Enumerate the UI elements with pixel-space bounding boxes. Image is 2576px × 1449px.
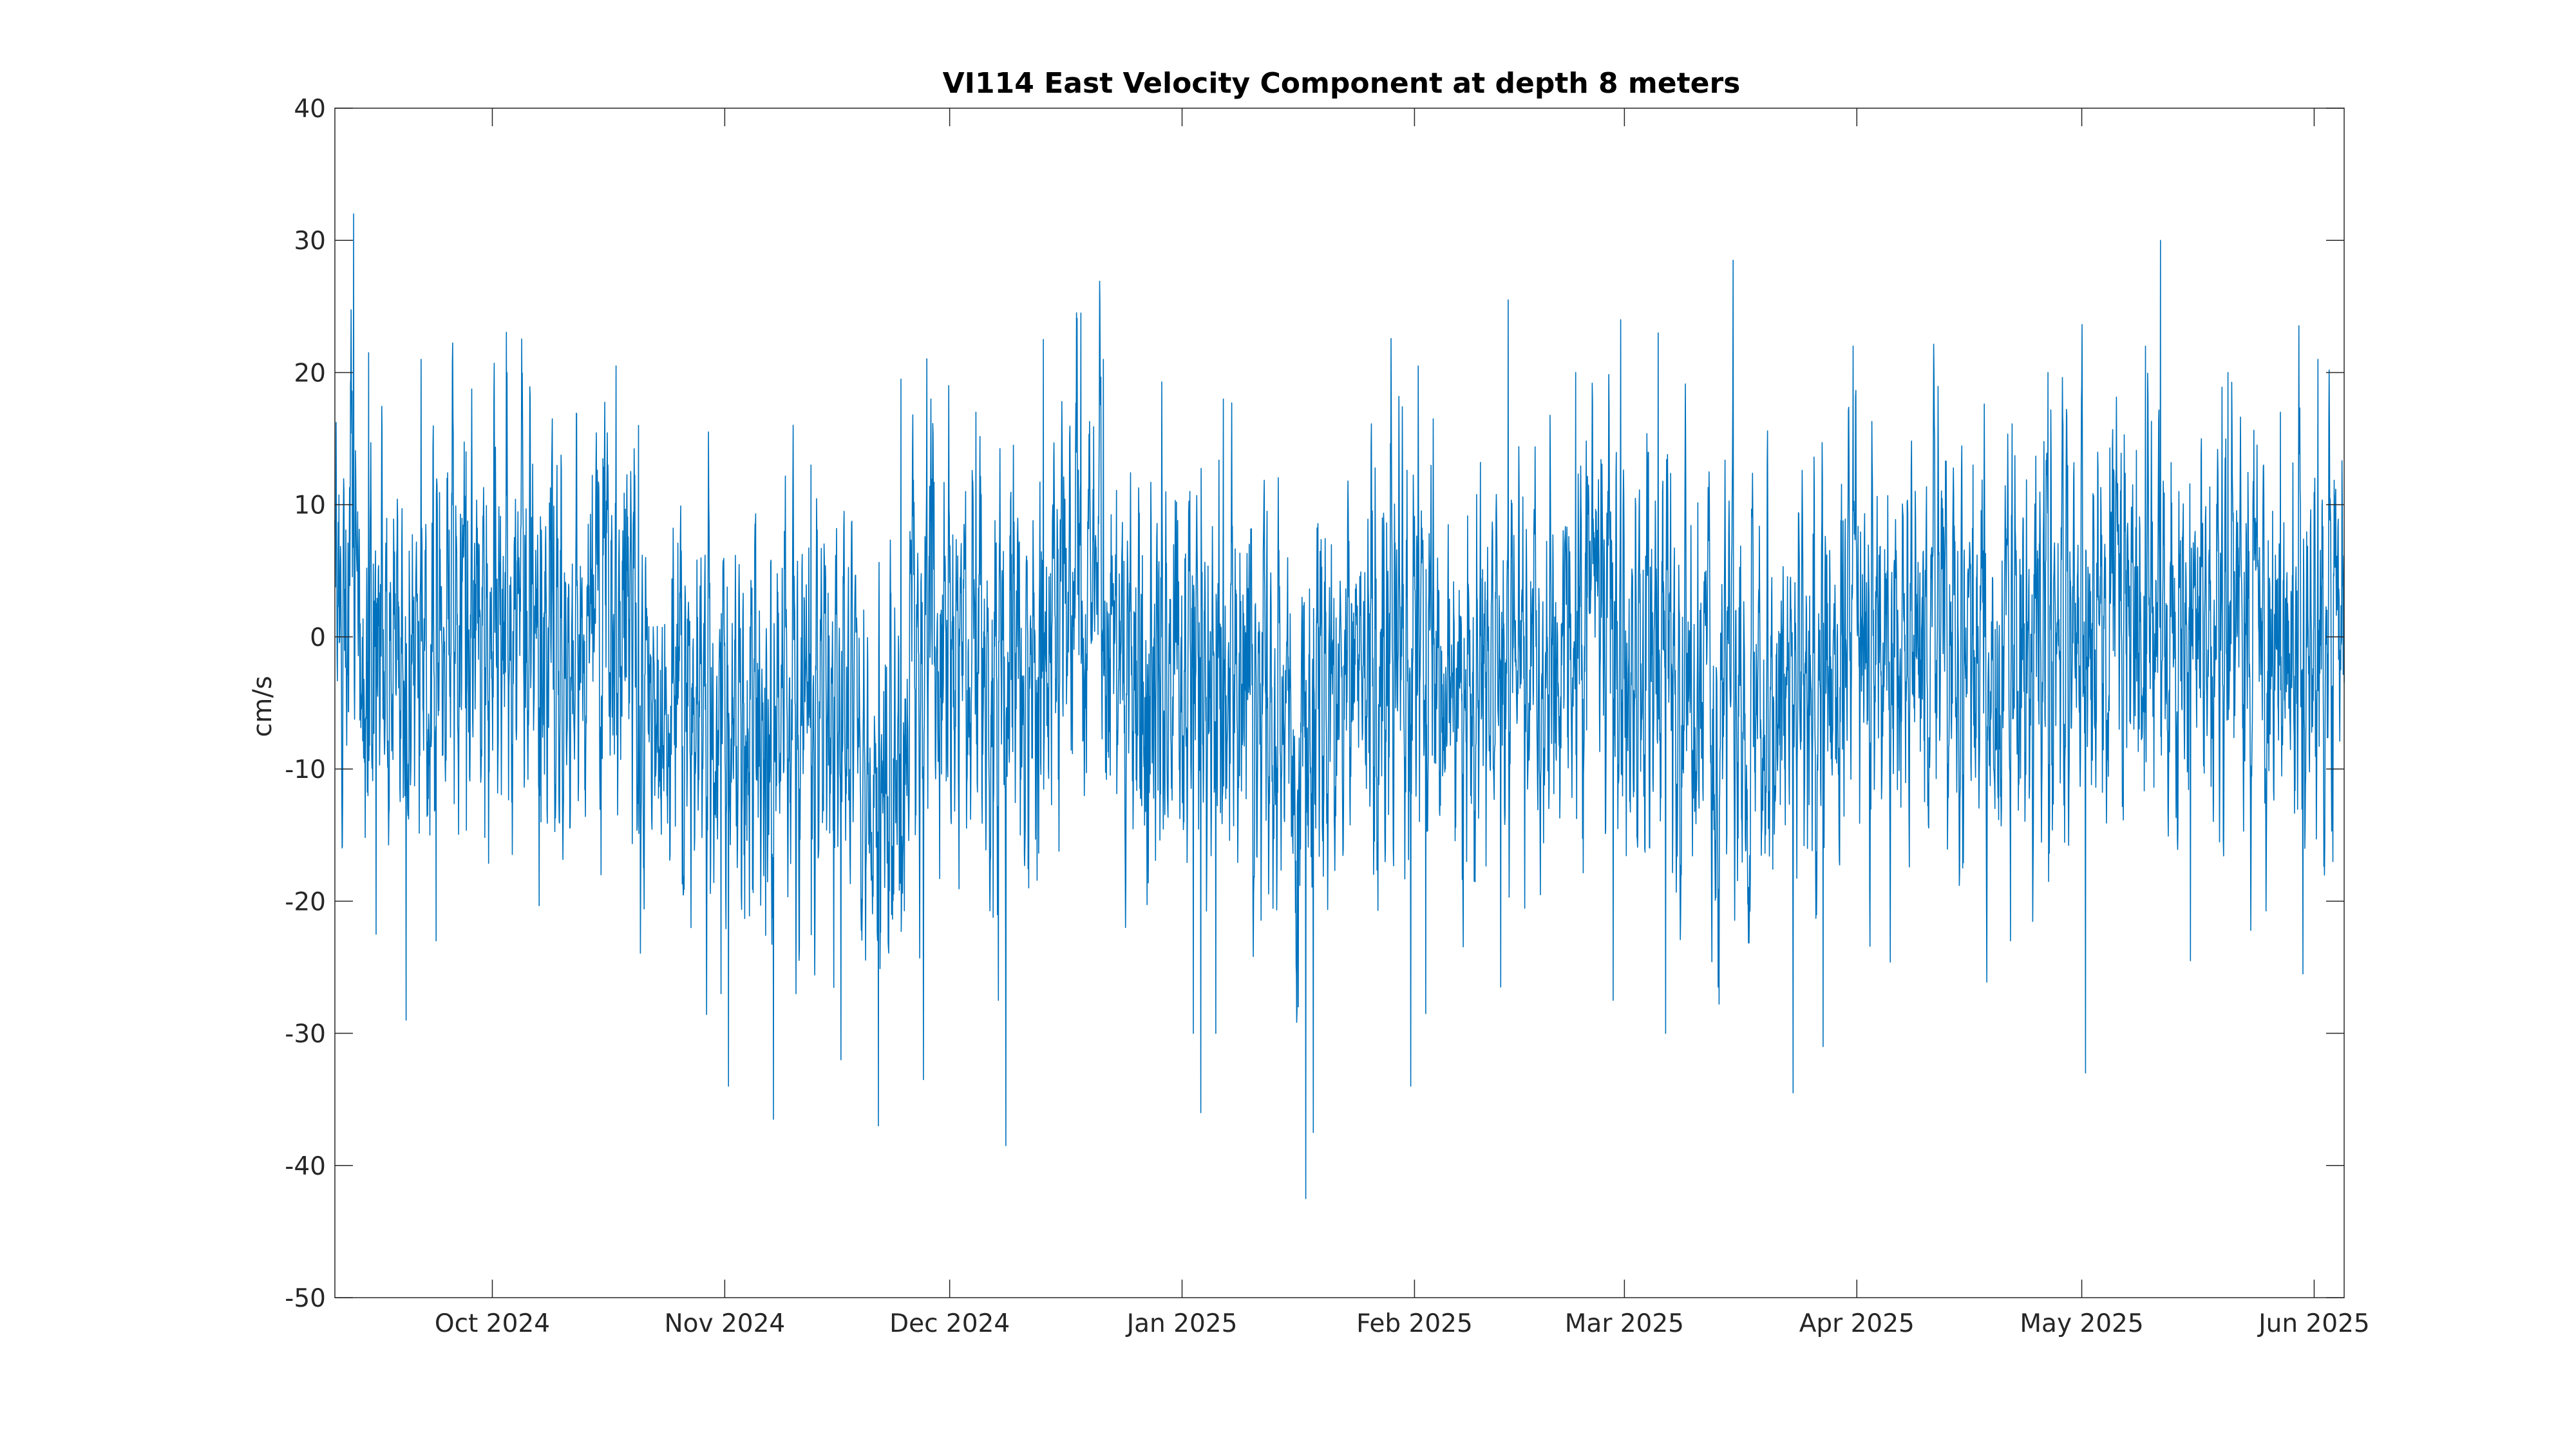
y-tick-label: 10 [294,491,326,520]
y-tick-label: -20 [285,887,326,916]
x-tick-label: Mar 2025 [1565,1309,1684,1338]
y-tick-label: -30 [285,1020,326,1049]
x-tick-label: Apr 2025 [1799,1309,1915,1338]
series-layer [334,213,2345,1199]
y-tick-label: -10 [285,755,326,784]
x-tick-label: May 2025 [2020,1309,2143,1338]
chart-title: VI114 East Velocity Component at depth 8… [943,67,1741,100]
x-tick-label: Oct 2024 [435,1309,550,1338]
x-tick-label: Jun 2025 [2257,1309,2370,1338]
y-tick-label: 30 [294,227,326,256]
y-tick-label: 0 [310,623,326,652]
y-tick-label: -40 [285,1152,326,1181]
x-tick-label: Feb 2025 [1356,1309,1473,1338]
velocity-series-line [334,213,2345,1199]
tick-layer: 40 30 20 10 0 -10 -20 -30 -40 -50 Oct 2024 Nov 2024… [285,95,2369,1338]
x-tick-label: Jan 2025 [1125,1309,1238,1338]
y-tick-label: 40 [294,95,326,124]
y-axis-label: cm/s [248,676,278,737]
x-tick-label: Nov 2024 [664,1309,785,1338]
y-tick-label: 20 [294,359,326,388]
y-tick-label: -50 [285,1284,326,1313]
axes-box [334,108,2345,1298]
x-tick-label: Dec 2024 [889,1309,1010,1338]
